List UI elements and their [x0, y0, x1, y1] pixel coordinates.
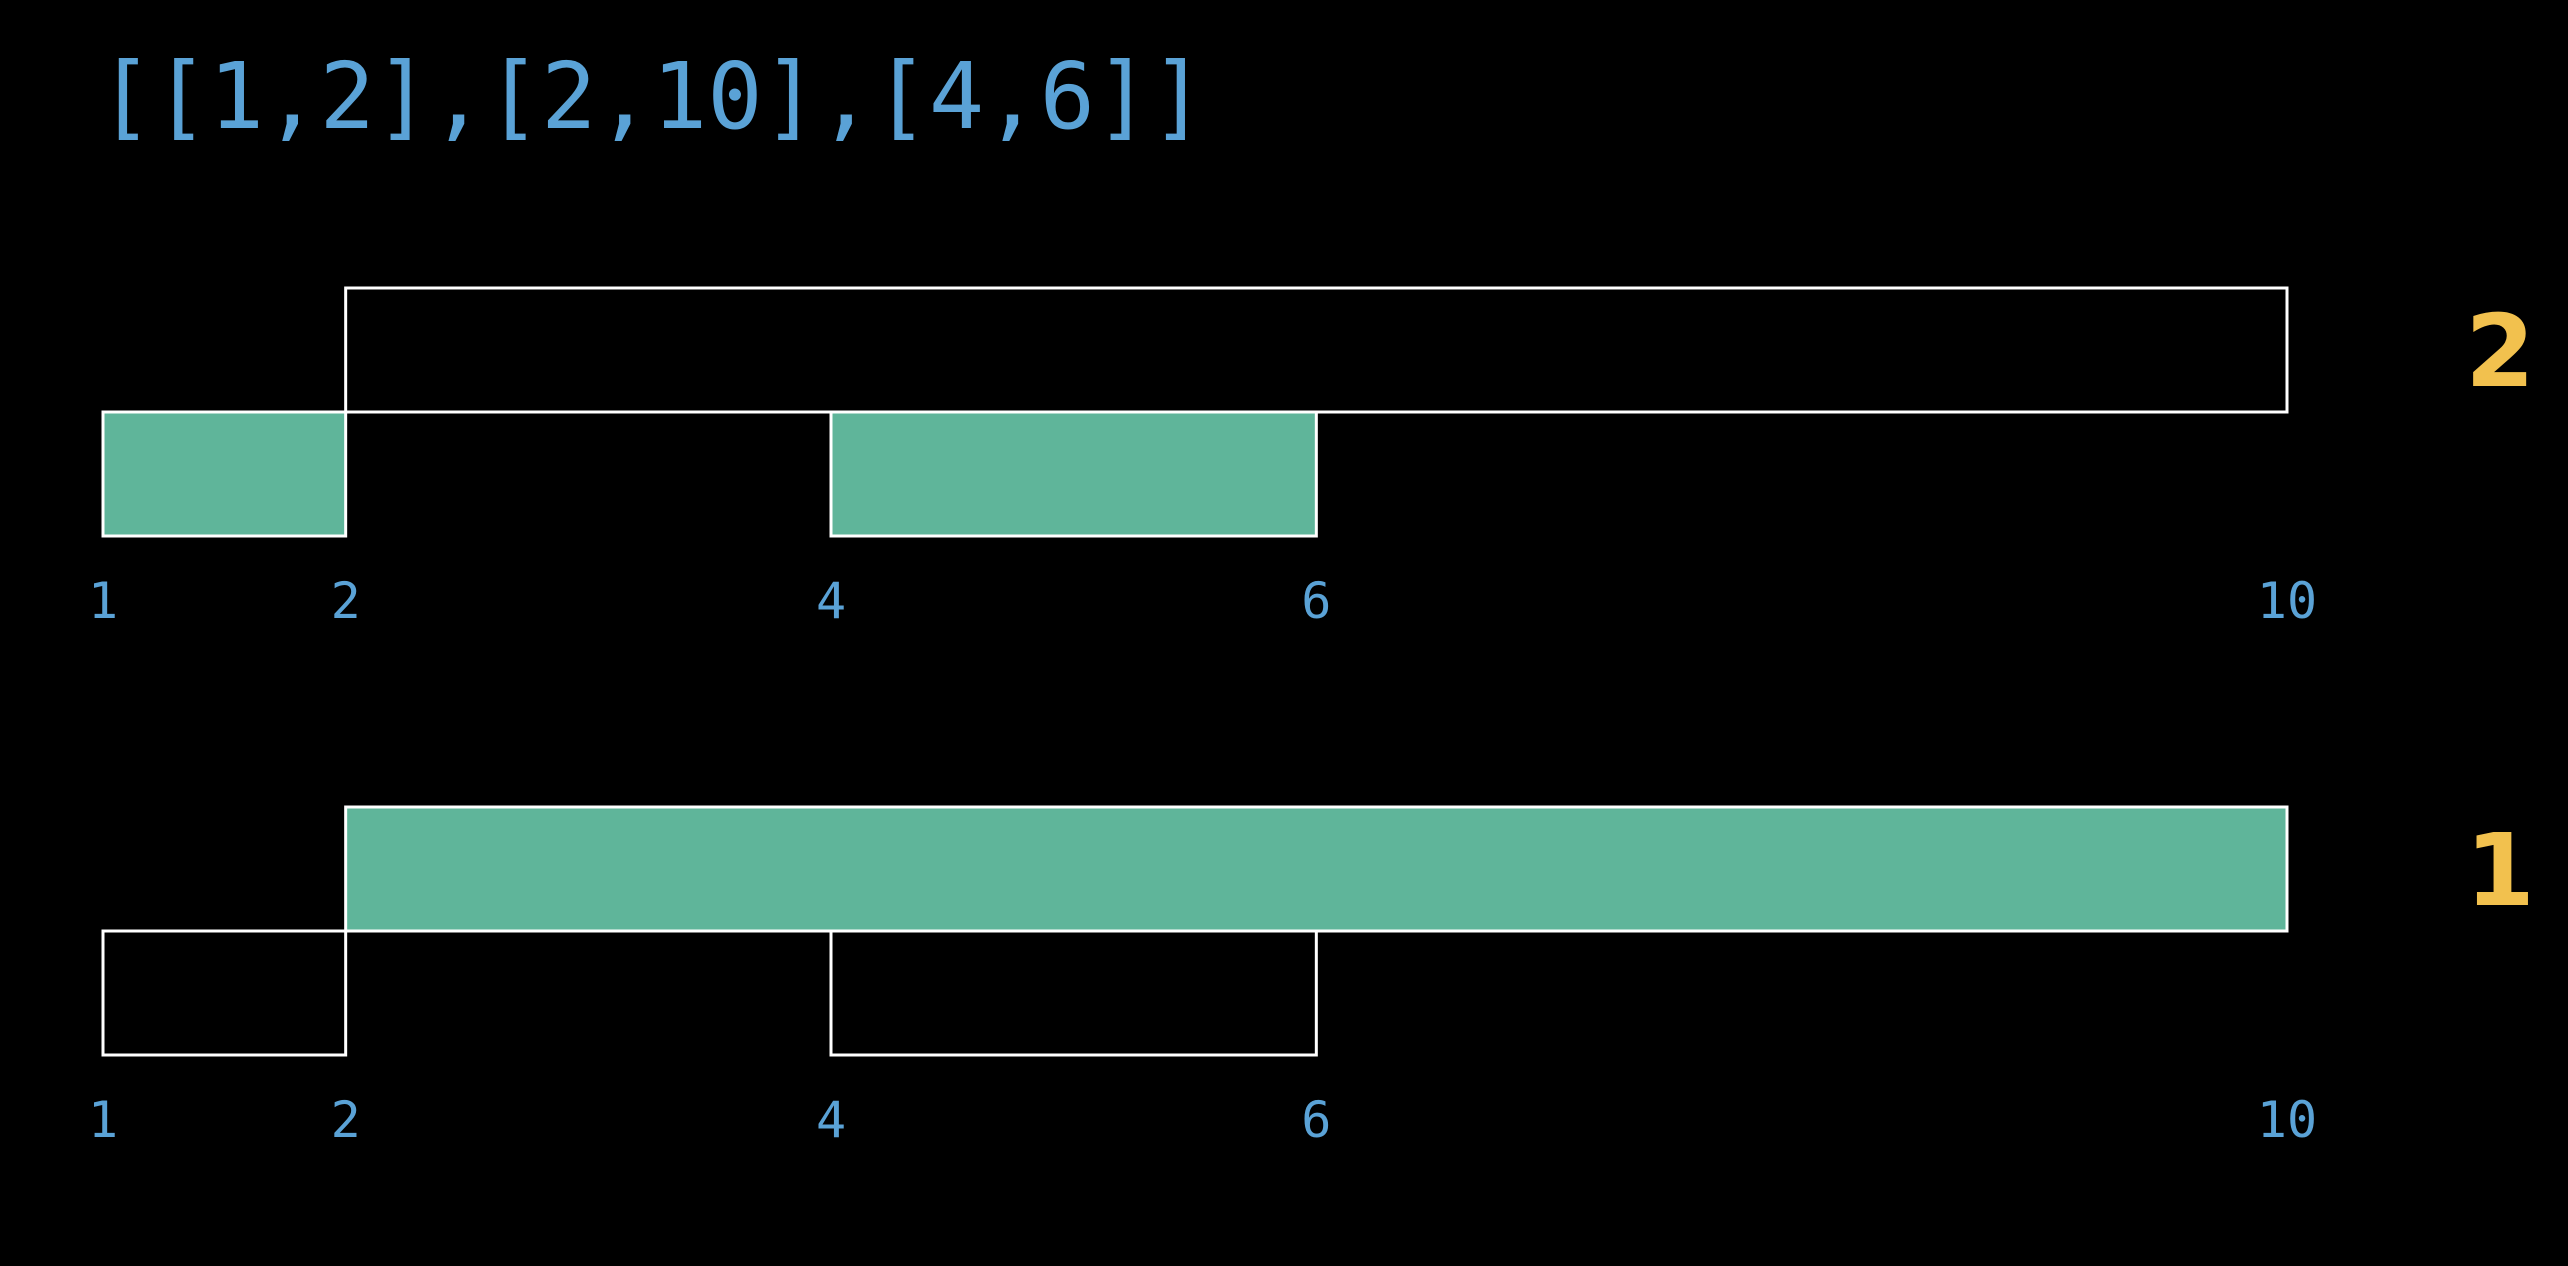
intervals-title: [[1,2],[2,10],[4,6]] — [98, 43, 1206, 150]
panel-2: 1 2 4 6 10 1 — [88, 805, 2535, 1149]
tick-label: 6 — [1301, 572, 1331, 630]
interval-bar-1-2-outline — [101, 929, 348, 1057]
interval-bar-4-6-filled — [829, 410, 1318, 538]
overlap-count: 1 — [2465, 812, 2535, 929]
panels-group: 1 2 4 6 10 2 1 2 4 6 10 1 — [88, 286, 2535, 1149]
tick-label: 2 — [331, 1091, 361, 1149]
interval-bar-2-10-filled — [344, 805, 2289, 933]
interval-bar-4-6-outline — [829, 929, 1318, 1057]
tick-label: 6 — [1301, 1091, 1331, 1149]
tick-label: 2 — [331, 572, 361, 630]
overlap-count: 2 — [2465, 293, 2535, 410]
tick-label: 4 — [816, 572, 846, 630]
interval-bar-1-2-filled — [101, 410, 348, 538]
tick-label: 10 — [2257, 1091, 2317, 1149]
tick-label: 1 — [88, 1091, 118, 1149]
tick-label: 1 — [88, 572, 118, 630]
tick-label: 4 — [816, 1091, 846, 1149]
panel-1: 1 2 4 6 10 2 — [88, 286, 2535, 630]
tick-label: 10 — [2257, 572, 2317, 630]
